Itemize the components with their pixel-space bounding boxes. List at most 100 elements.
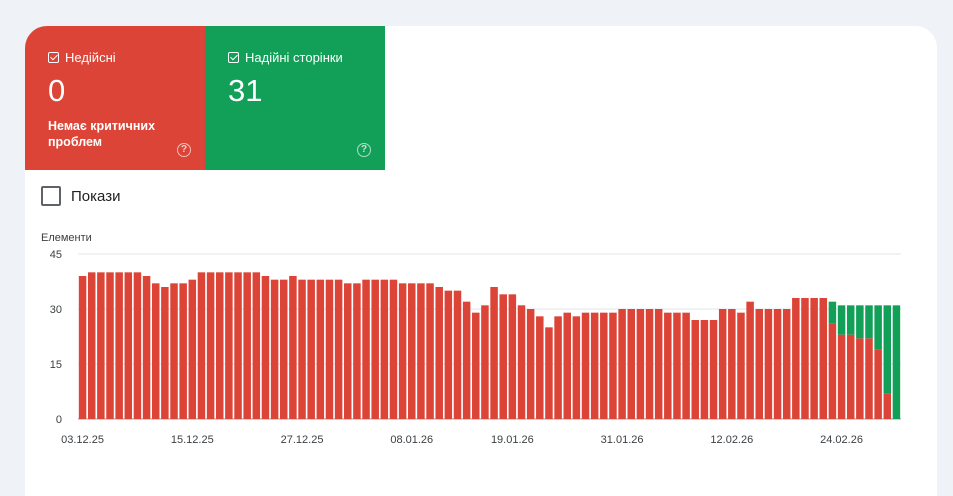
- chart-bar[interactable]: [417, 283, 425, 419]
- valid-tile[interactable]: Надійні сторінки 31 ?: [205, 26, 385, 170]
- chart-bar[interactable]: [344, 283, 352, 419]
- chart-bar[interactable]: [819, 298, 828, 419]
- help-icon[interactable]: ?: [357, 143, 371, 157]
- chart-bar[interactable]: [846, 305, 855, 335]
- chart-bar[interactable]: [526, 309, 535, 419]
- chart-bar[interactable]: [810, 298, 818, 419]
- chart-bar[interactable]: [892, 305, 901, 419]
- chart-bar[interactable]: [600, 312, 608, 419]
- chart-bar[interactable]: [325, 279, 334, 419]
- chart-bar[interactable]: [536, 316, 544, 419]
- checkbox-checked-icon[interactable]: [48, 51, 59, 63]
- checkbox-checked-icon[interactable]: [228, 51, 239, 63]
- chart-bar[interactable]: [252, 272, 261, 419]
- chart-bar[interactable]: [545, 327, 553, 419]
- chart-bar[interactable]: [97, 272, 105, 419]
- chart-bar[interactable]: [572, 316, 581, 419]
- chart-bar[interactable]: [673, 312, 681, 419]
- chart-bar[interactable]: [453, 290, 462, 419]
- chart-bar[interactable]: [737, 312, 745, 419]
- chart-bar[interactable]: [426, 283, 434, 419]
- chart-bar[interactable]: [874, 305, 882, 350]
- chart-bar[interactable]: [590, 312, 599, 419]
- chart-bar[interactable]: [627, 309, 635, 419]
- chart-bar[interactable]: [161, 287, 169, 419]
- chart-bar[interactable]: [280, 279, 288, 419]
- chart-bar[interactable]: [225, 272, 233, 419]
- chart-bar[interactable]: [828, 301, 837, 324]
- chart-bar[interactable]: [307, 279, 315, 419]
- chart-bar[interactable]: [609, 312, 617, 419]
- chart-bar[interactable]: [746, 301, 754, 419]
- chart-bar[interactable]: [243, 272, 251, 419]
- chart-bar[interactable]: [865, 338, 873, 419]
- chart-bar[interactable]: [472, 312, 480, 419]
- chart-bar[interactable]: [316, 279, 325, 419]
- chart-bar[interactable]: [618, 309, 626, 419]
- chart-bar[interactable]: [234, 272, 242, 419]
- chart-bar[interactable]: [380, 279, 389, 419]
- chart-bar[interactable]: [883, 393, 892, 419]
- chart-bar[interactable]: [481, 305, 489, 419]
- chart-bar[interactable]: [645, 309, 654, 419]
- chart-bar[interactable]: [151, 283, 160, 419]
- chart-bar[interactable]: [837, 305, 846, 335]
- chart-bar[interactable]: [828, 323, 837, 419]
- chart-bar[interactable]: [87, 272, 96, 419]
- chart-bar[interactable]: [499, 294, 507, 419]
- chart-bar[interactable]: [490, 287, 498, 419]
- chart-bar[interactable]: [215, 272, 224, 419]
- chart-bar[interactable]: [517, 305, 526, 419]
- chart-bar[interactable]: [856, 305, 864, 339]
- chart-bar[interactable]: [755, 309, 764, 419]
- chart-bar[interactable]: [682, 312, 690, 419]
- help-icon[interactable]: ?: [177, 143, 191, 157]
- chart-bar[interactable]: [581, 312, 590, 419]
- chart-bar[interactable]: [554, 316, 562, 419]
- chart-bar[interactable]: [664, 312, 672, 419]
- chart-bar[interactable]: [462, 301, 471, 419]
- chart-bar[interactable]: [865, 305, 873, 339]
- chart-bar[interactable]: [206, 272, 215, 419]
- chart-bar[interactable]: [874, 349, 882, 419]
- chart-bar[interactable]: [353, 283, 361, 419]
- chart-bar[interactable]: [801, 298, 809, 419]
- chart-bar[interactable]: [298, 279, 306, 419]
- chart-bar[interactable]: [170, 283, 178, 419]
- chart-bar[interactable]: [142, 276, 151, 419]
- chart-bar[interactable]: [78, 276, 87, 419]
- chart-bar[interactable]: [334, 279, 343, 419]
- chart-bar[interactable]: [261, 276, 270, 419]
- checkbox-unchecked-icon[interactable]: [41, 186, 61, 206]
- chart-bar[interactable]: [691, 320, 700, 419]
- chart-bar[interactable]: [728, 309, 736, 419]
- chart-bar[interactable]: [371, 279, 379, 419]
- chart-bar[interactable]: [773, 309, 782, 419]
- chart-bar[interactable]: [636, 309, 645, 419]
- chart-bar[interactable]: [362, 279, 370, 419]
- chart-bar[interactable]: [856, 338, 864, 419]
- chart-bar[interactable]: [709, 320, 718, 419]
- chart-bar[interactable]: [654, 309, 663, 419]
- chart-bar[interactable]: [792, 298, 800, 419]
- chart-bar[interactable]: [398, 283, 407, 419]
- chart-bar[interactable]: [124, 272, 133, 419]
- chart-bar[interactable]: [179, 283, 187, 419]
- chart-bar[interactable]: [782, 309, 791, 419]
- chart-bar[interactable]: [846, 334, 855, 419]
- chart-bar[interactable]: [435, 287, 443, 419]
- chart-bar[interactable]: [115, 272, 123, 419]
- chart-bar[interactable]: [883, 305, 892, 394]
- chart-bar[interactable]: [289, 276, 297, 419]
- chart-bar[interactable]: [389, 279, 398, 419]
- chart-bar[interactable]: [508, 294, 517, 419]
- chart-bar[interactable]: [700, 320, 709, 419]
- chart-bar[interactable]: [444, 290, 453, 419]
- chart-bar[interactable]: [197, 272, 206, 419]
- chart-bar[interactable]: [106, 272, 114, 419]
- chart-bar[interactable]: [408, 283, 416, 419]
- chart-bar[interactable]: [563, 312, 571, 419]
- chart-bar[interactable]: [270, 279, 279, 419]
- chart-bar[interactable]: [764, 309, 773, 419]
- chart-bar[interactable]: [837, 334, 846, 419]
